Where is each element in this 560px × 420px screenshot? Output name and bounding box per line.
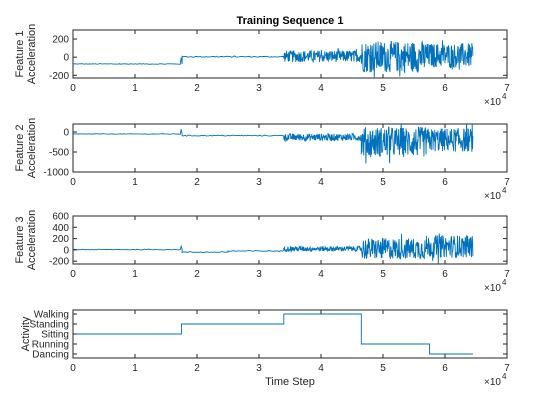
- y-tick-label: -200: [49, 71, 69, 82]
- series-line-1: [73, 124, 474, 164]
- series-line-1: [73, 313, 473, 355]
- y-tick-label: 200: [52, 35, 69, 46]
- x-exponent-label: ×10: [484, 191, 501, 202]
- series-group: [73, 124, 474, 164]
- y-tick-label: Dancing: [32, 350, 69, 361]
- x-exponent-power: 4: [502, 372, 507, 381]
- x-tick-label: 0: [70, 269, 76, 280]
- x-tick-label: 0: [70, 83, 76, 94]
- y-axis-label: Feature 1: [14, 30, 26, 77]
- x-exponent-label: ×10: [484, 283, 501, 294]
- x-tick-label: 2: [194, 83, 200, 94]
- x-tick-label: 7: [504, 177, 510, 188]
- y-tick-label: 0: [63, 245, 69, 256]
- x-tick-label: 6: [442, 363, 448, 374]
- x-exponent-label: ×10: [484, 377, 501, 388]
- x-tick-label: 3: [256, 83, 262, 94]
- x-tick-label: 5: [380, 177, 386, 188]
- subplot-4: 0 1 2 3 4 5 6 7 DancingRunningSittingStandingWal…: [20, 309, 510, 388]
- y-tick-label: -1000: [43, 168, 69, 179]
- series-line-1: [73, 233, 474, 264]
- x-exponent-power: 4: [502, 92, 507, 101]
- series-group: [73, 40, 474, 78]
- x-tick-label: 4: [318, 177, 324, 188]
- y-axis-label: Acceleration: [26, 118, 38, 179]
- x-tick-label: 2: [194, 177, 200, 188]
- y-tick-label: -500: [49, 148, 69, 159]
- y-tick-label: 0: [63, 53, 69, 64]
- x-tick-label: 7: [504, 269, 510, 280]
- x-tick-label: 3: [256, 269, 262, 280]
- x-axis-label: Time Step: [265, 376, 315, 388]
- series-group: [73, 313, 473, 355]
- x-tick-label: 4: [318, 363, 324, 374]
- x-exponent-power: 4: [502, 278, 507, 287]
- x-tick-label: 6: [442, 83, 448, 94]
- x-tick-label: 0: [70, 177, 76, 188]
- x-tick-label: 5: [380, 269, 386, 280]
- y-tick-label: 400: [52, 223, 69, 234]
- x-tick-label: 6: [442, 177, 448, 188]
- y-tick-label: 0: [63, 128, 69, 139]
- y-axis-label: Activity: [20, 316, 32, 351]
- x-tick-label: 7: [504, 83, 510, 94]
- x-tick-label: 1: [132, 363, 138, 374]
- x-tick-label: 6: [442, 269, 448, 280]
- x-tick-label: 4: [318, 83, 324, 94]
- y-tick-label: Running: [32, 340, 69, 351]
- x-exponent-label: ×10: [484, 97, 501, 108]
- series-group: [73, 233, 474, 264]
- x-tick-label: 1: [132, 83, 138, 94]
- y-tick-label: -200: [49, 257, 69, 268]
- y-tick-label: Standing: [30, 320, 69, 331]
- x-tick-label: 4: [318, 269, 324, 280]
- x-tick-label: 5: [380, 83, 386, 94]
- series-line-1: [73, 40, 474, 78]
- x-tick-label: 7: [504, 363, 510, 374]
- x-tick-label: 2: [194, 363, 200, 374]
- y-tick-label: 200: [52, 234, 69, 245]
- x-tick-label: 5: [380, 363, 386, 374]
- y-axis-label: Acceleration: [26, 210, 38, 271]
- x-tick-label: 3: [256, 363, 262, 374]
- x-tick-label: 3: [256, 177, 262, 188]
- x-tick-label: 1: [132, 177, 138, 188]
- x-tick-label: 0: [70, 363, 76, 374]
- y-axis-label: Feature 3: [14, 216, 26, 263]
- y-axis-label: Acceleration: [26, 24, 38, 85]
- x-tick-label: 2: [194, 269, 200, 280]
- y-axis-label: Feature 2: [14, 124, 26, 171]
- y-tick-label: Walking: [34, 310, 69, 321]
- chart-title: Training Sequence 1: [237, 15, 344, 27]
- x-tick-label: 1: [132, 269, 138, 280]
- y-tick-label: Sitting: [41, 330, 69, 341]
- y-tick-label: 600: [52, 212, 69, 223]
- x-exponent-power: 4: [502, 186, 507, 195]
